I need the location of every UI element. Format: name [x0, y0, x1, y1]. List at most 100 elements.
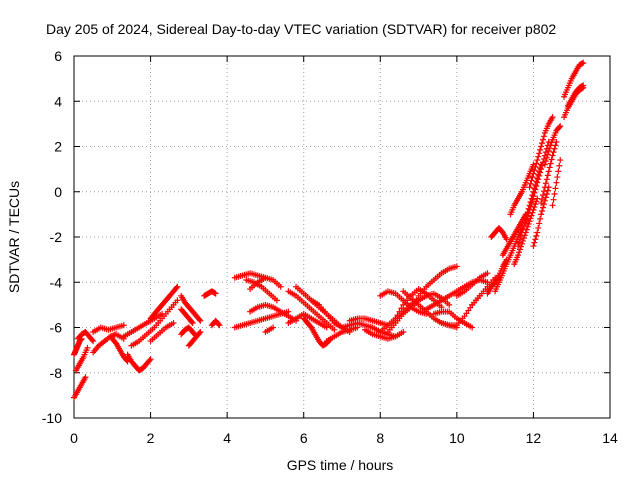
data-point-interp — [539, 196, 546, 203]
data-point — [549, 152, 556, 159]
y-tick-label: -6 — [50, 320, 63, 336]
data-point-interp — [539, 207, 546, 214]
data-point — [120, 322, 127, 329]
data-point-interp — [524, 213, 531, 220]
data-point — [549, 114, 556, 121]
data-point-interp — [531, 239, 538, 246]
data-point-interp — [529, 174, 536, 181]
data-point — [270, 324, 277, 331]
data-point — [216, 322, 223, 329]
y-axis-label: SDTVAR / TECUs — [6, 181, 22, 293]
data-point-interp — [552, 185, 559, 192]
series-arc-57 — [541, 123, 564, 168]
data-point — [518, 240, 525, 247]
data-point-interp — [532, 236, 539, 243]
data-point-interp — [544, 172, 551, 179]
data-point-interp — [542, 158, 549, 165]
series-arc-23 — [247, 301, 300, 324]
data-point — [515, 243, 522, 250]
data-point — [147, 356, 154, 363]
data-point-interp — [554, 174, 561, 181]
series-arc-33 — [361, 326, 407, 342]
series-arc-56 — [538, 138, 560, 207]
data-point-interp — [546, 145, 553, 152]
chart-title: Day 205 of 2024, Sidereal Day-to-day VTE… — [46, 21, 556, 37]
data-point-interp — [556, 124, 563, 131]
data-point-interp — [528, 200, 535, 207]
data-point-interp — [550, 196, 557, 203]
series-arc-05 — [90, 322, 127, 336]
data-point — [549, 202, 556, 209]
data-point-interp — [535, 224, 542, 231]
series-arc-14 — [178, 292, 204, 324]
data-point-interp — [517, 232, 524, 239]
data-point-interp — [542, 180, 549, 187]
series-arc-25 — [285, 310, 330, 331]
data-point-interp — [173, 284, 180, 291]
data-point — [526, 206, 533, 213]
data-point-interp — [540, 204, 546, 211]
series-arc-26 — [285, 288, 338, 333]
data-point-interp — [547, 142, 554, 149]
data-point-interp — [196, 316, 203, 323]
data-point — [526, 218, 533, 225]
data-point-interp — [533, 183, 540, 190]
series-arc-16 — [185, 329, 204, 349]
series-arc-03 — [72, 344, 91, 374]
data-point-interp — [531, 167, 538, 174]
data-point-interp — [188, 318, 195, 325]
data-point — [530, 193, 537, 200]
series-arc-08 — [124, 351, 154, 374]
data-point-interp — [547, 160, 554, 167]
data-point-interp — [533, 160, 540, 167]
data-point-interp — [540, 133, 547, 140]
y-tick-label: -8 — [50, 365, 63, 381]
series-arc-15 — [178, 324, 200, 340]
data-point — [526, 184, 533, 191]
data-point-interp — [555, 168, 562, 175]
data-point-interp — [537, 169, 544, 176]
x-tick-label: 6 — [300, 430, 308, 446]
data-point-interp — [537, 146, 544, 153]
series-arc-10 — [128, 297, 181, 349]
data-point — [538, 166, 545, 173]
data-point-interp — [539, 162, 546, 169]
data-point — [277, 283, 284, 290]
data-point-interp — [525, 210, 532, 217]
data-point — [580, 59, 587, 66]
data-series-group — [71, 59, 587, 401]
data-point — [170, 319, 177, 326]
data-point-interp — [537, 215, 544, 222]
y-tick-label: -4 — [50, 274, 63, 290]
data-point — [400, 329, 407, 336]
data-point-interp — [524, 223, 531, 230]
series-arc-17 — [201, 288, 219, 299]
data-point-interp — [394, 312, 401, 319]
data-point-interp — [398, 305, 405, 312]
data-point-interp — [517, 246, 524, 253]
x-tick-label: 4 — [223, 430, 231, 446]
data-point-interp — [556, 162, 563, 169]
data-point-interp — [529, 196, 536, 203]
data-point-interp — [89, 336, 96, 343]
data-point — [82, 374, 89, 381]
data-point-interp — [523, 217, 530, 224]
series-arc-01 — [71, 374, 89, 401]
data-point — [469, 324, 476, 331]
series-arc-04 — [74, 329, 97, 345]
data-point — [545, 148, 552, 155]
data-point — [557, 157, 564, 164]
data-point-interp — [527, 203, 534, 210]
data-point-interp — [531, 189, 538, 196]
data-point-interp — [540, 136, 546, 143]
data-point — [534, 157, 541, 164]
series-arc-54 — [526, 114, 556, 191]
data-point — [212, 290, 219, 297]
data-point-interp — [532, 201, 539, 208]
data-point — [530, 243, 537, 250]
x-tick-label: 12 — [526, 430, 542, 446]
x-tick-label: 8 — [376, 430, 384, 446]
data-point-interp — [546, 164, 553, 171]
data-point-interp — [540, 201, 547, 208]
